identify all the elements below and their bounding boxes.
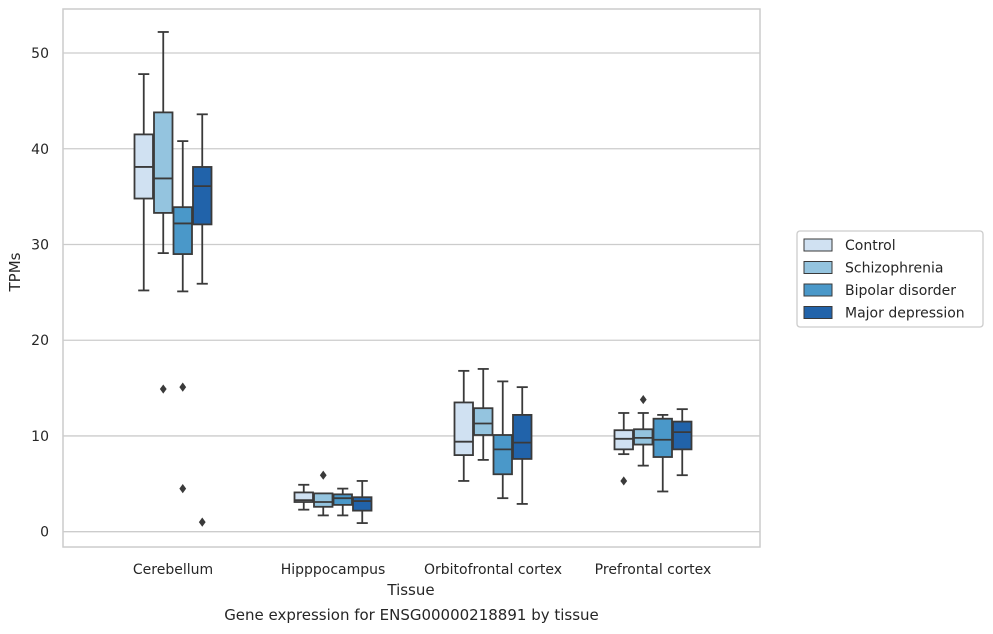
outlier-point (639, 394, 647, 405)
box-bipolar-disorder (652, 413, 673, 493)
y-axis-label: TPMs (6, 252, 24, 292)
legend-label: Bipolar disorder (845, 283, 956, 299)
legend-swatch (803, 306, 833, 319)
legend-label: Major depression (845, 306, 965, 322)
y-tick-labels: 0 10 20 30 40 50 (31, 46, 49, 541)
box-iqr (473, 407, 494, 436)
outlier-point (620, 476, 628, 486)
box-iqr (652, 417, 673, 458)
outlier-point (179, 382, 187, 392)
box-iqr (313, 492, 334, 508)
box-iqr (332, 493, 353, 506)
plot-frame (62, 8, 761, 548)
boxes (133, 31, 693, 527)
box-iqr (192, 166, 213, 226)
y-tick-label: 10 (31, 429, 49, 445)
box-iqr (293, 491, 314, 503)
box-schizophrenia (313, 470, 334, 517)
box-major-depression (672, 408, 693, 477)
outlier-point (319, 470, 327, 480)
legend-label: Schizophrenia (845, 261, 943, 277)
legend-swatch (803, 261, 833, 274)
box-major-depression (512, 386, 533, 505)
box-iqr (512, 413, 533, 460)
x-tick-labels: Cerebellum Hipppocampus Orbitofrontal cort… (133, 562, 711, 578)
box-iqr (153, 111, 174, 214)
box-bipolar-disorder (332, 487, 353, 517)
outlier-point (179, 484, 187, 494)
legend: Control Schizophrenia Bipolar disorder Majo… (796, 230, 984, 328)
box-iqr (172, 206, 193, 255)
box-iqr (672, 420, 693, 451)
box-control (133, 73, 154, 292)
legend-frame (796, 230, 984, 328)
figure-caption: Gene expression for ENSG00000218891 by t… (224, 606, 599, 624)
box-schizophrenia (633, 394, 654, 467)
x-tick-label: Prefrontal cortex (595, 562, 712, 578)
box-major-depression (192, 113, 213, 527)
box-bipolar-disorder (172, 140, 193, 494)
outlier-point (198, 517, 206, 527)
box-iqr (633, 428, 654, 446)
legend-label: Control (845, 238, 896, 254)
box-control (293, 483, 314, 511)
y-tick-label: 40 (31, 142, 49, 158)
x-tick-label: Cerebellum (133, 562, 213, 578)
x-tick-label: Orbitofrontal cortex (424, 562, 562, 578)
y-tick-label: 20 (31, 333, 49, 349)
y-tick-label: 0 (40, 525, 49, 541)
legend-swatch (803, 283, 833, 297)
box-iqr (352, 496, 373, 512)
x-axis-label: Tissue (386, 581, 434, 599)
box-control (613, 412, 634, 486)
box-control (453, 369, 474, 482)
x-tick-label: Hipppocampus (281, 562, 386, 578)
y-tick-label: 30 (31, 237, 49, 253)
box-iqr (453, 401, 474, 456)
y-tick-label: 50 (31, 46, 49, 62)
box-schizophrenia (153, 31, 174, 394)
box-bipolar-disorder (492, 380, 513, 500)
box-iqr (492, 434, 513, 476)
box-iqr (613, 429, 634, 451)
outlier-point (159, 384, 167, 394)
box-major-depression (352, 480, 373, 524)
legend-swatch (803, 238, 833, 252)
box-schizophrenia (473, 368, 494, 461)
